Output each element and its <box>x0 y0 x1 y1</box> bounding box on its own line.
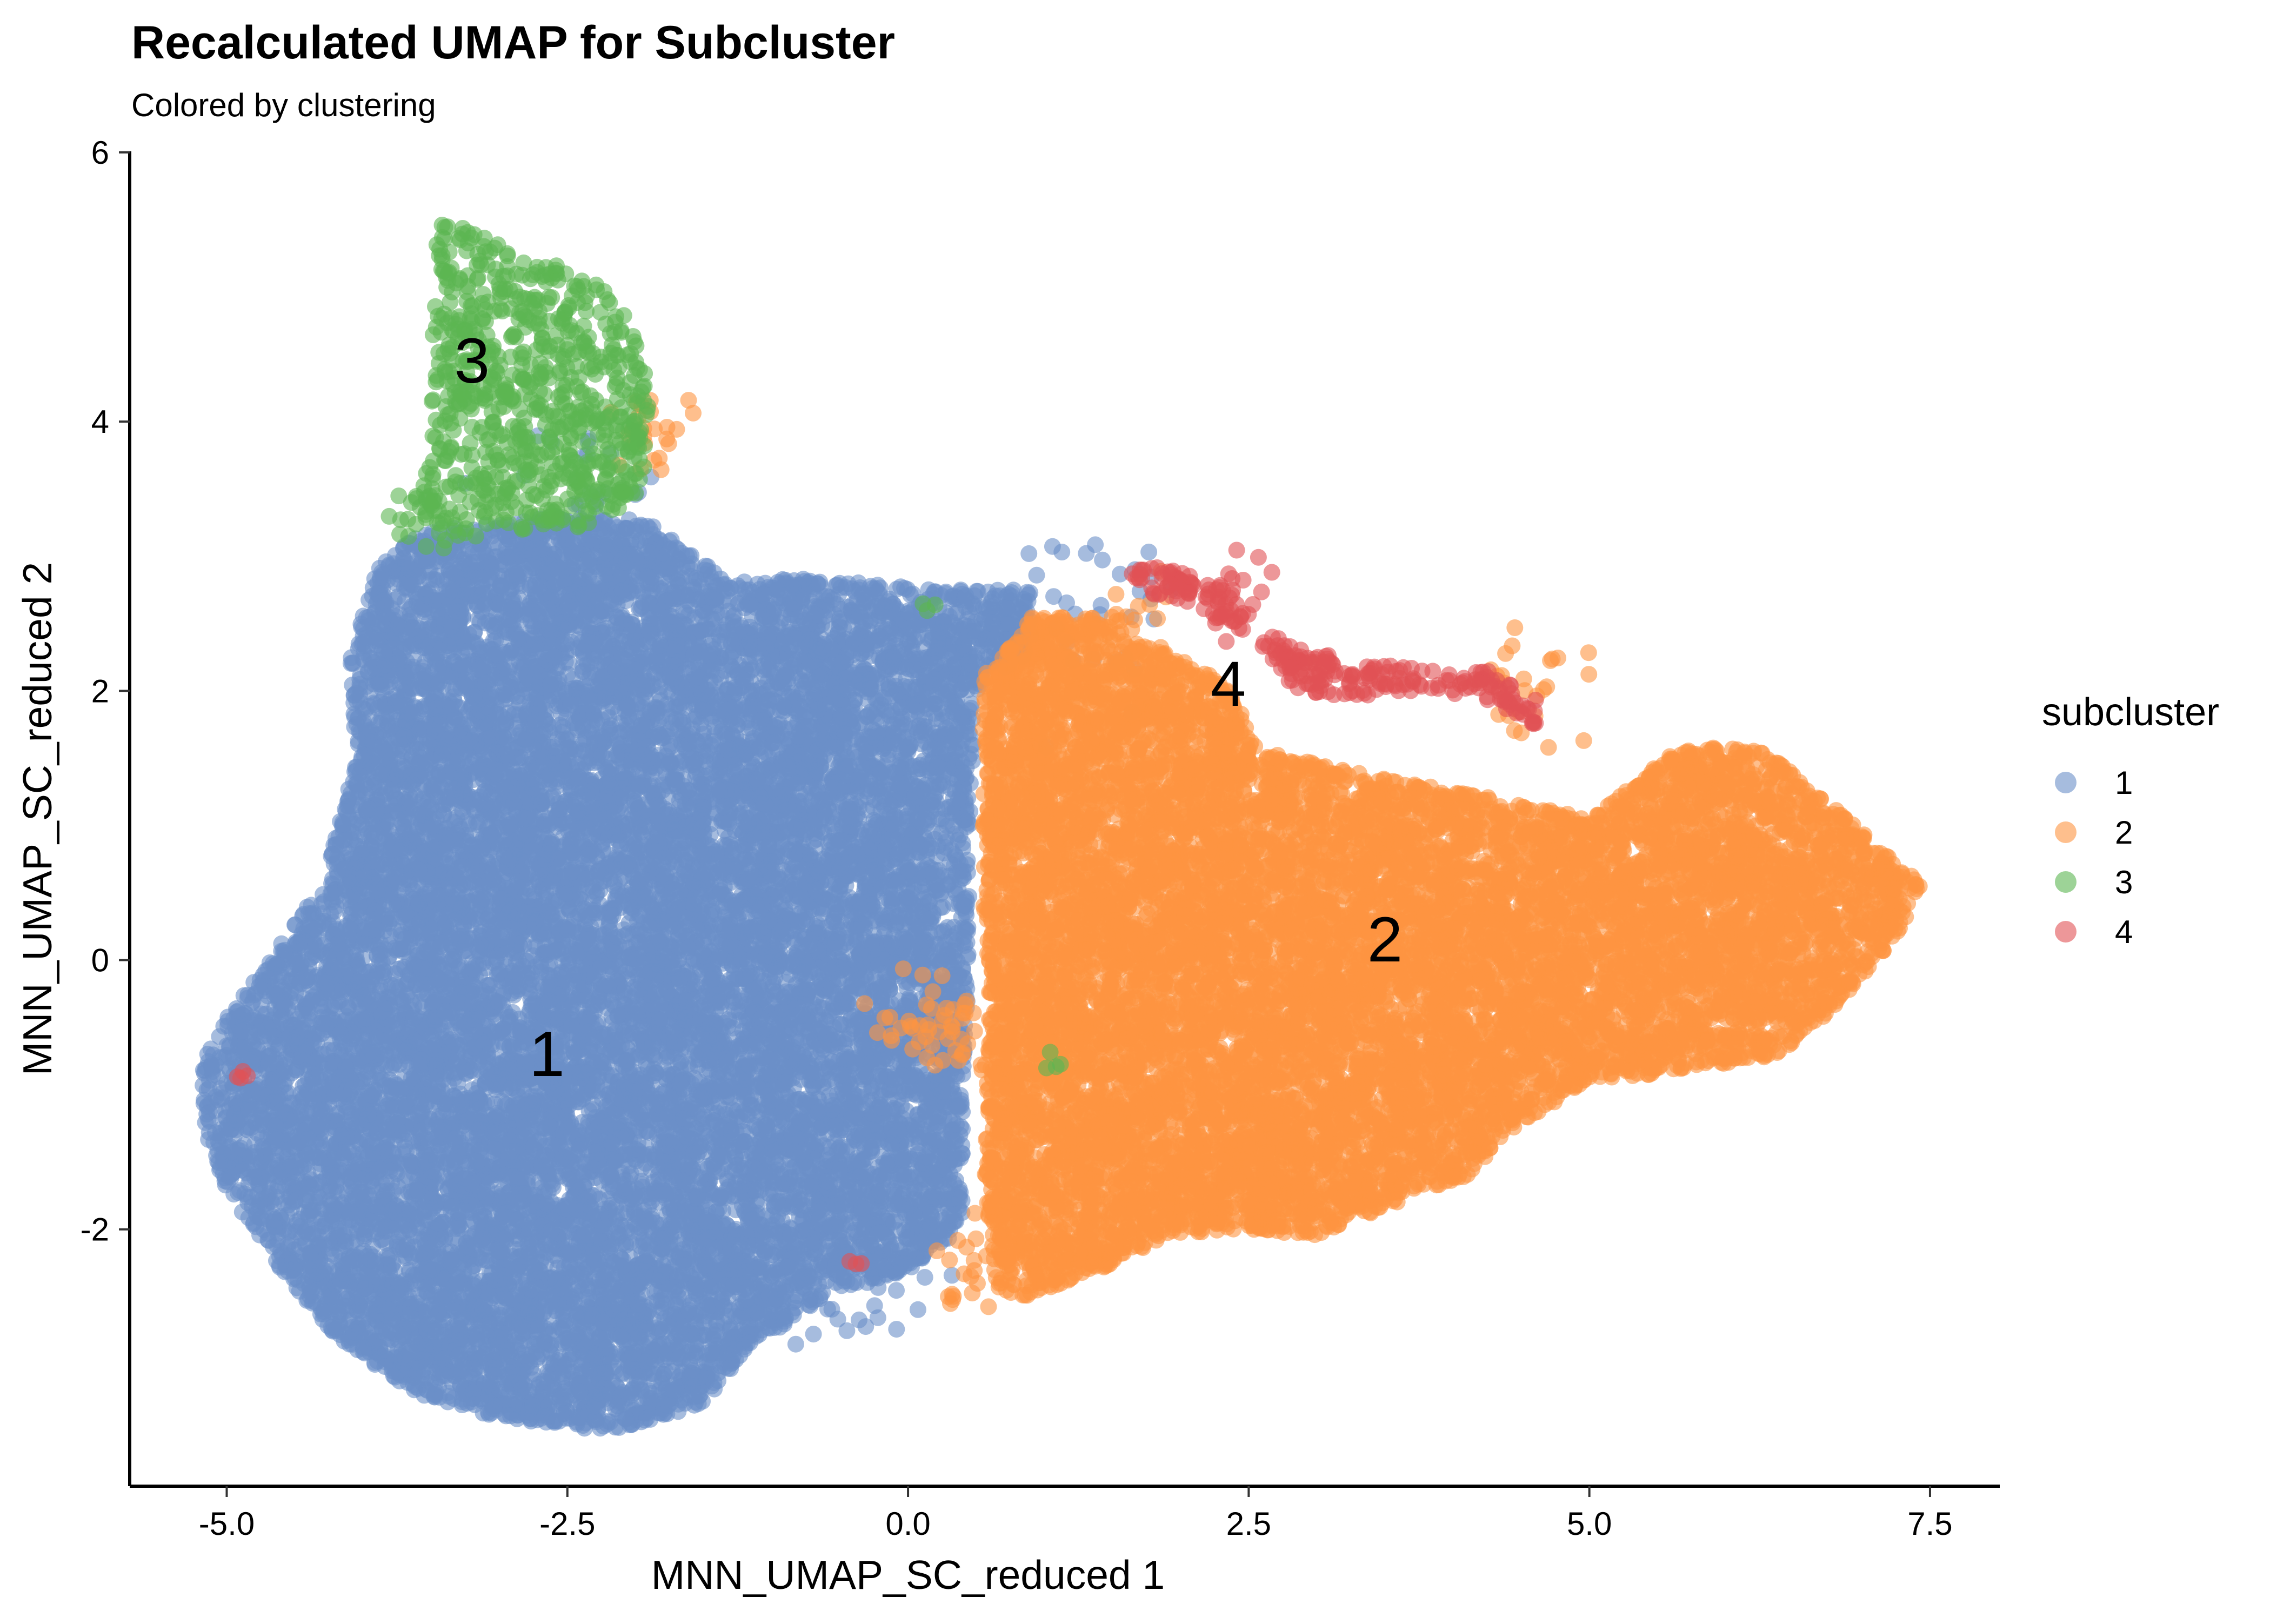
chart-title: Recalculated UMAP for Subcluster <box>131 17 895 69</box>
points-layer <box>195 217 1928 1436</box>
chart-subtitle: Colored by clustering <box>131 87 436 123</box>
